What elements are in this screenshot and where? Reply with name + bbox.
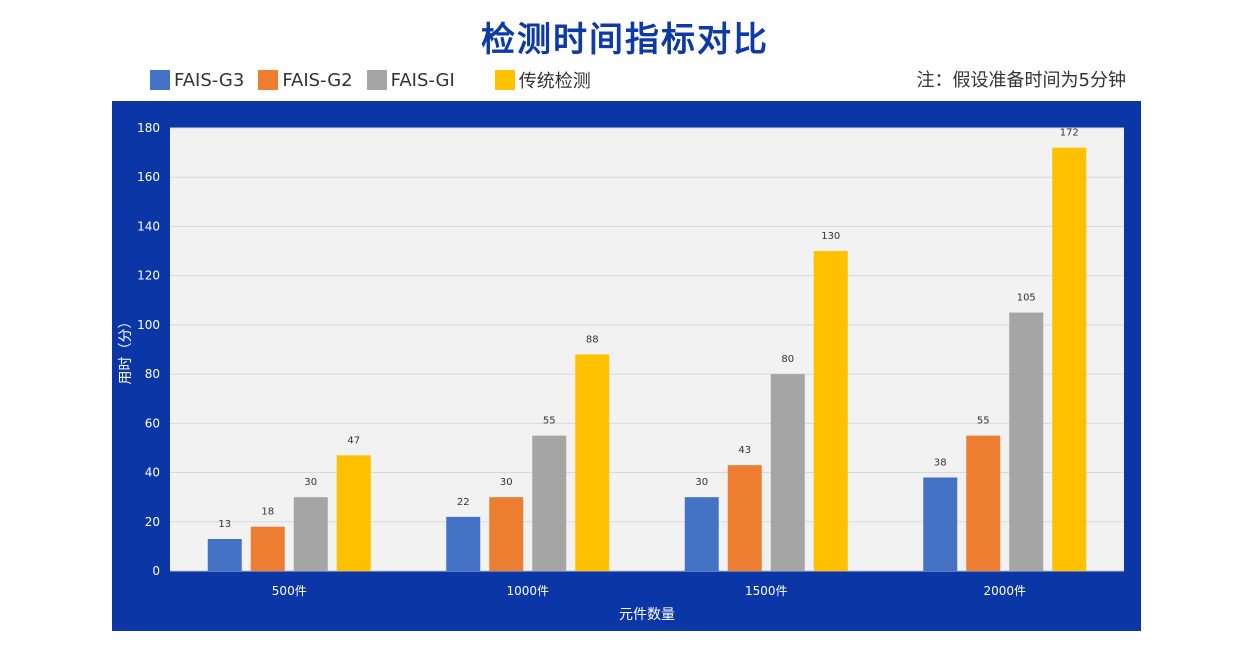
assumption-note: 注：假设准备时间为5分钟 xyxy=(916,70,1126,91)
bar-chart: 0 20 40 60 80 100 120 140 160 180 13 18 30 47 500件 22 30… xyxy=(118,121,1124,623)
x-tick-label: 2000件 xyxy=(983,584,1026,598)
legend-swatch-g3 xyxy=(150,70,170,90)
bar xyxy=(575,354,610,571)
data-label: 47 xyxy=(347,435,360,446)
legend-label-traditional: 传统检测 xyxy=(518,71,591,92)
x-tick-label: 1500件 xyxy=(745,584,788,598)
x-axis-title: 元件数量 xyxy=(619,607,675,623)
bar xyxy=(207,539,242,571)
bar xyxy=(489,497,524,571)
y-tick-label: 20 xyxy=(145,515,160,529)
data-label: 30 xyxy=(695,477,708,488)
y-tick-label: 100 xyxy=(137,318,160,332)
y-axis-title: 用时（分） xyxy=(118,315,134,385)
y-tick-label: 40 xyxy=(145,466,160,480)
data-label: 38 xyxy=(934,457,947,468)
bar xyxy=(684,497,719,571)
bar xyxy=(293,497,328,571)
data-label: 55 xyxy=(543,416,556,427)
legend-item-g2: FAIS-G2 xyxy=(258,69,353,91)
data-label: 18 xyxy=(261,507,274,518)
legend-item-traditional: 传统检测 xyxy=(494,67,591,93)
legend-item-gi: FAIS-GI xyxy=(366,69,455,91)
bar xyxy=(532,435,567,571)
y-tick-label: 180 xyxy=(137,121,160,135)
y-tick-label: 140 xyxy=(137,219,160,233)
data-label: 172 xyxy=(1060,128,1079,139)
y-tick-label: 160 xyxy=(137,170,160,184)
y-tick-label: 80 xyxy=(145,367,160,381)
bar xyxy=(966,435,1001,571)
bar xyxy=(1052,147,1087,571)
legend-item-g3: FAIS-G3 xyxy=(150,70,244,91)
data-label: 43 xyxy=(738,445,751,456)
data-label: 30 xyxy=(500,477,513,488)
data-label: 80 xyxy=(781,354,794,365)
bar xyxy=(250,526,285,571)
data-label: 105 xyxy=(1017,293,1036,304)
legend: FAIS-G3 FAIS-G2 FAIS-GI 传统检测 xyxy=(150,68,605,92)
data-label: 30 xyxy=(304,477,317,488)
bar xyxy=(813,251,848,572)
bar xyxy=(336,455,371,571)
bar xyxy=(727,465,762,571)
legend-label-g3: FAIS-G3 xyxy=(174,69,245,91)
legend-swatch-g2 xyxy=(258,70,279,90)
data-label: 88 xyxy=(586,334,599,345)
data-label: 55 xyxy=(977,416,990,427)
legend-swatch-traditional xyxy=(494,70,515,90)
data-label: 130 xyxy=(821,231,840,242)
y-tick-label: 60 xyxy=(145,416,160,430)
data-label: 22 xyxy=(457,497,470,508)
bar xyxy=(923,477,958,571)
legend-label-g2: FAIS-G2 xyxy=(282,69,353,91)
data-label: 13 xyxy=(218,519,231,530)
legend-swatch-gi xyxy=(366,70,387,90)
plot-area xyxy=(170,128,1124,571)
x-tick-label: 1000件 xyxy=(506,584,549,598)
bar xyxy=(446,516,481,571)
y-tick-label: 120 xyxy=(137,269,160,283)
y-tick-label: 0 xyxy=(152,564,160,578)
legend-label-gi: FAIS-GI xyxy=(390,69,455,91)
x-tick-label: 500件 xyxy=(272,584,307,598)
chart-panel: 0 20 40 60 80 100 120 140 160 180 13 18 30 47 500件 22 30… xyxy=(112,101,1141,631)
chart-title: 检测时间指标对比 xyxy=(481,20,769,60)
bar xyxy=(770,374,805,571)
bar xyxy=(1009,312,1044,571)
